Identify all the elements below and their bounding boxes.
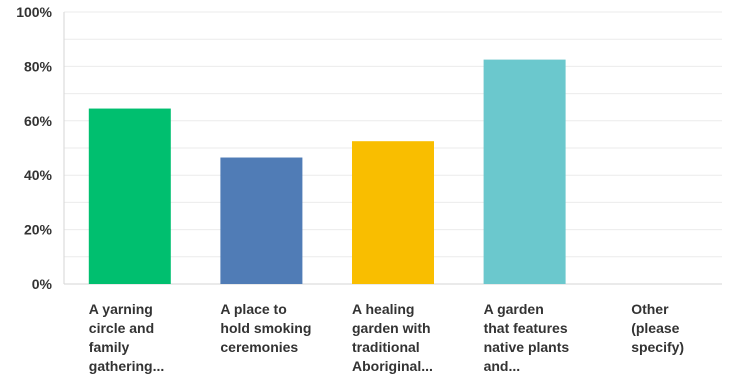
y-tick-label: 100%: [16, 4, 52, 20]
x-category-label-line: A yarning: [89, 301, 153, 317]
bar[interactable]: [483, 59, 566, 284]
y-tick-label: 20%: [24, 222, 53, 238]
x-category-label: A place to hold smoking ceremonies: [220, 301, 311, 355]
x-category-label-line: Other: [631, 301, 669, 317]
x-category-label: A yarning circle and family gathering...: [89, 301, 164, 374]
bars: [88, 59, 566, 284]
y-tick-label: 80%: [24, 58, 53, 74]
x-axis-labels: A yarning circle and family gathering... A p…: [89, 301, 684, 374]
x-category-label-line: ceremonies: [220, 339, 298, 355]
x-category-label-line: specify): [631, 339, 684, 355]
x-category-label: Other (please specify): [631, 301, 684, 355]
y-axis-ticks: 0% 20% 40% 60% 80% 100%: [16, 4, 52, 292]
x-category-label-line: circle and: [89, 320, 154, 336]
bar[interactable]: [88, 108, 171, 284]
x-category-label-line: (please: [631, 320, 679, 336]
x-category-label-line: A place to: [220, 301, 286, 317]
x-category-label-line: A healing: [352, 301, 415, 317]
x-category-label-line: hold smoking: [220, 320, 311, 336]
x-category-label-line: traditional: [352, 339, 420, 355]
x-category-label: A healing garden with traditional Aborigina…: [352, 301, 433, 374]
y-tick-label: 0%: [32, 276, 53, 292]
x-category-label-line: and...: [484, 358, 521, 374]
bar[interactable]: [220, 157, 303, 284]
x-category-label-line: Aboriginal...: [352, 358, 433, 374]
x-category-label-line: that features: [484, 320, 568, 336]
x-category-label-line: garden with: [352, 320, 431, 336]
x-category-label-line: family: [89, 339, 130, 355]
y-tick-label: 60%: [24, 113, 53, 129]
x-category-label-line: native plants: [484, 339, 570, 355]
x-category-label: A garden that features native plants and...: [484, 301, 570, 374]
x-category-label-line: gathering...: [89, 358, 164, 374]
y-tick-label: 40%: [24, 167, 53, 183]
x-category-label-line: A garden: [484, 301, 544, 317]
bar[interactable]: [352, 141, 434, 284]
